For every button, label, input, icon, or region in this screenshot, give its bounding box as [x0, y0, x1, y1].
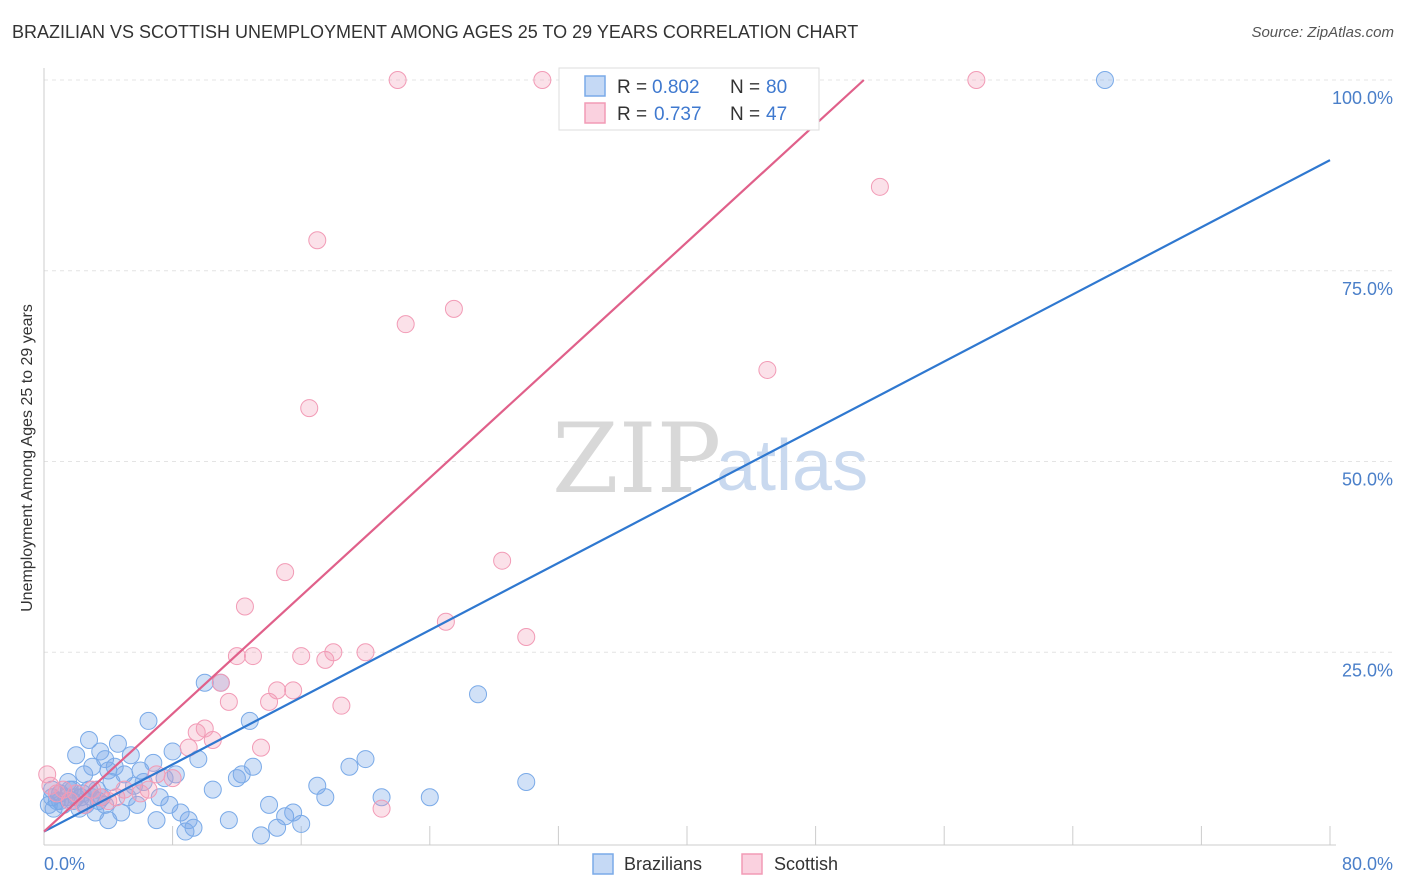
- legend-r-value-2: 0.737: [654, 104, 702, 125]
- scottish-point-48: [38, 765, 57, 784]
- brazilians-point-71: [356, 750, 375, 769]
- brazilians-trendline: [43, 159, 1331, 833]
- brazilians-point-76: [1095, 71, 1114, 89]
- brazilians-point-61: [243, 757, 262, 776]
- legend-swatch-brazilians: [584, 75, 606, 97]
- scottish-point-27: [276, 563, 295, 582]
- watermark-zip: ZIP: [552, 403, 721, 515]
- scottish-point-31: [308, 231, 327, 250]
- brazilians-point-55: [203, 780, 222, 799]
- scottish-point-26: [268, 681, 287, 700]
- chart-source: Source: ZipAtlas.com: [1251, 24, 1394, 41]
- scottish-point-36: [372, 799, 391, 818]
- scottish-point-43: [533, 71, 552, 89]
- brazilians-point-70: [340, 757, 359, 776]
- y-tick-label-0: 25.0%: [1342, 660, 1393, 680]
- brazilians-point-75: [517, 772, 536, 791]
- brazilians-point-73: [420, 788, 439, 807]
- brazilians-point-28: [96, 750, 115, 769]
- watermark: ZIP atlas: [552, 403, 868, 515]
- scottish-point-19: [211, 673, 230, 692]
- scottish-point-35: [356, 643, 375, 662]
- scottish-point-41: [493, 551, 512, 570]
- brazilians-point-62: [252, 826, 271, 845]
- brazilians-point-41: [139, 711, 158, 730]
- scottish-point-40: [444, 299, 463, 318]
- brazilians-point-36: [121, 746, 140, 765]
- y-tick-label-3: 100.0%: [1332, 88, 1393, 108]
- brazilians-point-57: [219, 811, 238, 830]
- bottom-legend-label-scottish: Scottish: [774, 854, 838, 874]
- legend-n-label-1: N =: [730, 77, 760, 98]
- legend: R = 0.802 N = 80 R = 0.737 N = 47: [558, 67, 820, 131]
- y-tick-labels: 25.0% 50.0% 75.0% 100.0%: [1332, 88, 1393, 680]
- brazilians-point-63: [260, 795, 279, 814]
- scottish-point-47: [967, 71, 986, 89]
- scottish-point-12: [139, 780, 158, 799]
- brazilians-point-42: [144, 753, 163, 772]
- scottish-point-20: [219, 692, 238, 711]
- brazilians-point-69: [316, 788, 335, 807]
- legend-r-label-1: R =: [617, 77, 647, 98]
- scottish-point-38: [396, 315, 415, 334]
- scottish-point-13: [147, 765, 166, 784]
- scottish-point-33: [324, 643, 343, 662]
- chart-title: BRAZILIAN VS SCOTTISH UNEMPLOYMENT AMONG…: [12, 22, 859, 42]
- y-tick-label-2: 75.0%: [1342, 279, 1393, 299]
- trendlines: [43, 79, 1331, 833]
- bottom-legend: Brazilians Scottish: [592, 853, 838, 875]
- legend-n-label-2: N =: [730, 104, 760, 125]
- watermark-atlas: atlas: [716, 426, 868, 506]
- gridlines: [44, 79, 1395, 653]
- legend-swatch-scottish: [584, 102, 606, 124]
- scottish-point-42: [517, 627, 536, 646]
- brazilians-point-24: [80, 730, 99, 749]
- brazilians-point-43: [147, 811, 166, 830]
- scottish-point-29: [292, 647, 311, 666]
- scottish-point-30: [300, 399, 319, 418]
- scottish-point-14: [163, 769, 182, 788]
- bottom-legend-label-brazilians: Brazilians: [624, 854, 702, 874]
- brazilians-point-22: [67, 746, 86, 765]
- brazilians-point-52: [184, 818, 203, 837]
- scottish-point-23: [243, 647, 262, 666]
- scottish-point-24: [252, 738, 271, 757]
- brazilians-point-74: [469, 685, 488, 704]
- x-tick-labels: 0.0% 80.0%: [44, 854, 1393, 874]
- axes: [43, 68, 1336, 846]
- scottish-point-45: [758, 360, 777, 379]
- brazilians-point-38: [128, 795, 147, 814]
- x-tick-max: 80.0%: [1342, 854, 1393, 874]
- scottish-point-37: [388, 71, 407, 89]
- legend-n-value-1: 80: [766, 77, 787, 98]
- scottish-trendline: [43, 79, 865, 833]
- legend-n-value-2: 47: [766, 104, 787, 125]
- legend-r-value-1: 0.802: [652, 77, 700, 98]
- bottom-legend-swatch-brazilians: [592, 853, 614, 875]
- y-tick-label-1: 50.0%: [1342, 470, 1393, 490]
- scottish-point-34: [332, 696, 351, 715]
- scottish-point-22: [235, 597, 254, 616]
- scottish-point-46: [870, 177, 889, 196]
- brazilians-point-67: [292, 814, 311, 833]
- scottish-point-28: [284, 681, 303, 700]
- x-tick-min: 0.0%: [44, 854, 85, 874]
- data-points: [38, 71, 1114, 845]
- brazilians-point-32: [108, 734, 127, 753]
- brazilians-point-47: [163, 742, 182, 761]
- bottom-legend-swatch-scottish: [741, 853, 763, 875]
- legend-r-label-2: R =: [617, 104, 647, 125]
